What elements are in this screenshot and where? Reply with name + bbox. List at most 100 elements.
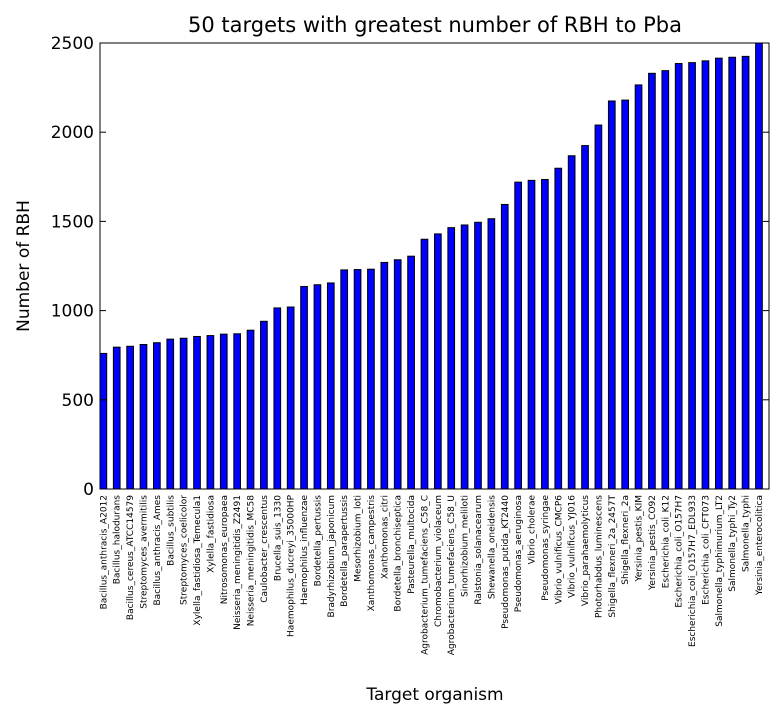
x-tick-label: Vibrio_parahaemolyticus (581, 495, 591, 606)
x-tick-label: Sinorhizobium_meliloti (461, 495, 471, 597)
bar (260, 320, 268, 490)
x-tick-label: Xanthomonas_campestris (367, 495, 377, 612)
x-tick-label: Neisseria_meningitidis_Z2491 (233, 495, 243, 630)
x-tick-label: Xylella_fastidiosa (206, 495, 216, 573)
plot-frame (99, 42, 770, 490)
bar (541, 178, 549, 490)
x-tick-label: Mesorhizobium_loti (354, 495, 364, 582)
x-tick-label: Bordetella_parapertussis (340, 495, 350, 607)
x-tick-label: Shewanella_oneidensis (487, 495, 497, 599)
x-tick-label: Nitrosomonas_europaea (220, 495, 230, 604)
bar (474, 221, 482, 490)
bar (514, 181, 522, 490)
bar (139, 344, 148, 490)
bar (460, 224, 469, 490)
bar (286, 306, 295, 490)
bar (326, 282, 335, 490)
x-tick-label: Pseudomonas_aeruginosa (514, 495, 524, 612)
x-tick-label: Escherichia_coli_O157H7 (675, 495, 685, 608)
bar (674, 63, 683, 490)
bar (219, 333, 228, 490)
x-tick-label: Shigella_flexneri_2a (621, 495, 631, 585)
x-tick-label: Bordetella_pertussis (313, 495, 323, 587)
x-tick-label: Streptomyces_avermitilis (139, 495, 149, 609)
bar (661, 70, 670, 490)
x-tick-label: Bacillus_anthracis_A2012 (99, 495, 109, 609)
bar (233, 333, 241, 490)
x-tick-label: Pasteurella_multocida (407, 495, 417, 594)
x-tick-label: Xanthomonas_citri (380, 495, 390, 579)
x-tick-label: Neisseria_meningitidis_MC58 (247, 495, 257, 627)
bar (313, 284, 322, 490)
bars-group (99, 42, 763, 490)
x-tick-label: Bacillus_subtilis (166, 495, 176, 566)
bar (246, 329, 255, 490)
bar (434, 233, 442, 490)
bar (380, 261, 389, 490)
bar (193, 335, 201, 490)
x-tick-label: Vibrio_vulnificus_YJ016 (568, 495, 578, 598)
x-tick-label: Brucella_suis_1330 (273, 495, 283, 581)
bar (688, 62, 696, 490)
bar (166, 338, 175, 490)
y-tick-label: 2000 (51, 123, 94, 143)
x-tick-label: Escherichia_coli_O157H7_EDL933 (688, 495, 698, 647)
bar (648, 72, 656, 490)
bar (594, 124, 603, 490)
x-axis: Bacillus_anthracis_A2012 Bacillus_halodur… (99, 494, 765, 655)
bar (393, 259, 402, 490)
x-tick-label: Escherichia_coli_CFT073 (701, 495, 711, 605)
x-tick-label: Vibrio_vulnificus_CMCP6 (554, 495, 564, 604)
bar (420, 238, 429, 490)
bar (500, 203, 509, 490)
x-tick-label: Shigella_flexneri_2a_2457T (608, 495, 618, 618)
bar (527, 179, 536, 490)
bar (741, 55, 750, 490)
x-tick-label: Bacillus_halodurans (113, 495, 123, 585)
x-tick-label: Haemophilus_influenzae (300, 495, 310, 605)
bar (367, 268, 375, 490)
x-tick-label: Yersinia_enterocolitica (755, 495, 765, 596)
x-tick-label: Photorhabdus_luminescens (594, 495, 604, 618)
y-axis: 0 500 1000 1500 2000 2500 (51, 34, 769, 500)
bar (447, 227, 456, 490)
y-axis-label: Number of RBH (14, 200, 34, 332)
y-tick-label: 0 (83, 480, 94, 500)
bar (554, 167, 563, 490)
x-tick-label: Pseudomonas_syringae (541, 495, 551, 601)
x-tick-label: Bacillus_cereus_ATCC14579 (126, 495, 136, 620)
bar (701, 60, 710, 490)
x-tick-label: Escherichia_coli_K12 (661, 495, 671, 588)
x-tick-label: Salmonella_typhi (742, 495, 752, 572)
bar (126, 345, 134, 490)
bar (581, 145, 589, 490)
x-tick-label: Agrobacterium_tumefaciens_C58_U (447, 495, 457, 655)
x-tick-label: Pseudomonas_putida_KT2440 (501, 495, 511, 629)
bar (407, 255, 415, 490)
x-tick-label: Chromobacterium_violaceum (434, 495, 444, 627)
bar (300, 286, 308, 490)
chart-title: 50 targets with greatest number of RBH t… (188, 13, 682, 37)
x-axis-label: Target organism (365, 685, 503, 705)
bar (728, 56, 737, 490)
x-tick-label: Vibrio_cholerae (528, 495, 538, 565)
bar (99, 352, 108, 490)
y-tick-label: 1500 (51, 212, 94, 232)
x-tick-label: Salmonella_typhi_Ty2 (728, 495, 738, 592)
x-tick-label: Bradyrhizobium_japonicum (327, 495, 337, 617)
bar (567, 155, 576, 490)
y-tick-label: 1000 (51, 302, 94, 322)
x-tick-label: Salmonella_typhimurium_LT2 (715, 495, 725, 627)
x-tick-label: Agrobacterium_tumefaciens_C58_C (420, 495, 430, 655)
bar (714, 57, 723, 490)
x-tick-label: Haemophilus_ducreyi_35000HP (287, 494, 297, 637)
y-tick-label: 500 (62, 391, 94, 411)
bar (607, 100, 616, 490)
bar (755, 42, 763, 490)
x-tick-label: Yersinia_pestis_KIM (635, 495, 645, 582)
x-tick-label: Xylella_fastidiosa_Temecula1 (193, 495, 203, 626)
bar (634, 84, 643, 490)
bar (621, 99, 630, 490)
x-tick-label: Ralstonia_solanacearum (474, 495, 484, 605)
